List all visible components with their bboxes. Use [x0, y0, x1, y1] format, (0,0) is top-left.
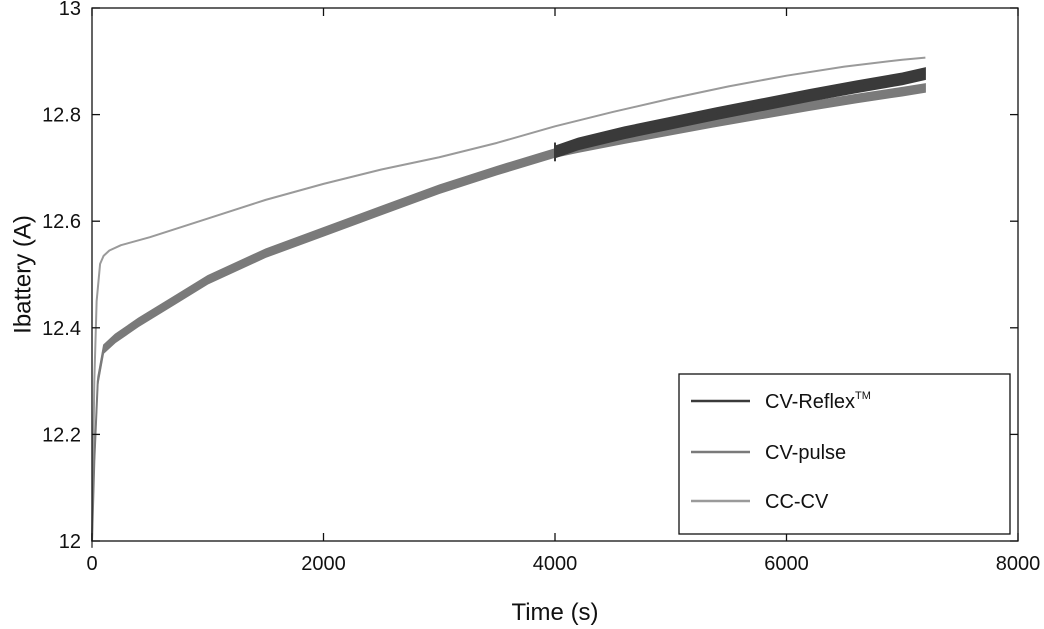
series-0 [554, 67, 926, 162]
x-axis-label: Time (s) [511, 599, 598, 626]
y-tick-label: 12 [59, 531, 81, 553]
legend-label-superscript: TM [855, 390, 871, 402]
series-2 [91, 56, 926, 542]
y-tick-label: 12.6 [42, 211, 81, 233]
y-tick-label: 12.2 [42, 424, 81, 446]
x-tick-label: 8000 [996, 553, 1041, 575]
x-tick-label: 0 [86, 553, 97, 575]
legend-item-2: CC-CV [691, 491, 829, 513]
y-axis-label: Ibattery (A) [9, 215, 36, 334]
series-line [91, 86, 926, 542]
legend-item-1: CV-pulse [691, 442, 846, 464]
series-line [91, 56, 926, 542]
x-tick-label: 4000 [533, 553, 578, 575]
legend-label: CV-ReflexTM [765, 390, 871, 413]
x-tick-label: 6000 [764, 553, 809, 575]
legend: CV-ReflexTM CV-pulse CC-CV [678, 373, 1011, 535]
series-layer [91, 56, 926, 548]
y-tick-label: 13 [59, 0, 81, 20]
y-tick-label: 12.8 [42, 105, 81, 127]
tick-label-layer: 0 2000 4000 6000 8000 12 12.2 12.4 12.6 12.8 13 [42, 0, 1040, 575]
x-tick-label: 2000 [301, 553, 346, 575]
legend-item-0: CV-ReflexTM [691, 390, 871, 413]
legend-items: CV-ReflexTM CV-pulse CC-CV [691, 390, 871, 513]
legend-label: CV-pulse [765, 442, 846, 464]
tick-layer [91, 7, 1019, 542]
series-line [554, 72, 926, 153]
y-tick-label: 12.4 [42, 318, 81, 340]
series-band [91, 83, 926, 546]
legend-label: CC-CV [765, 491, 829, 513]
